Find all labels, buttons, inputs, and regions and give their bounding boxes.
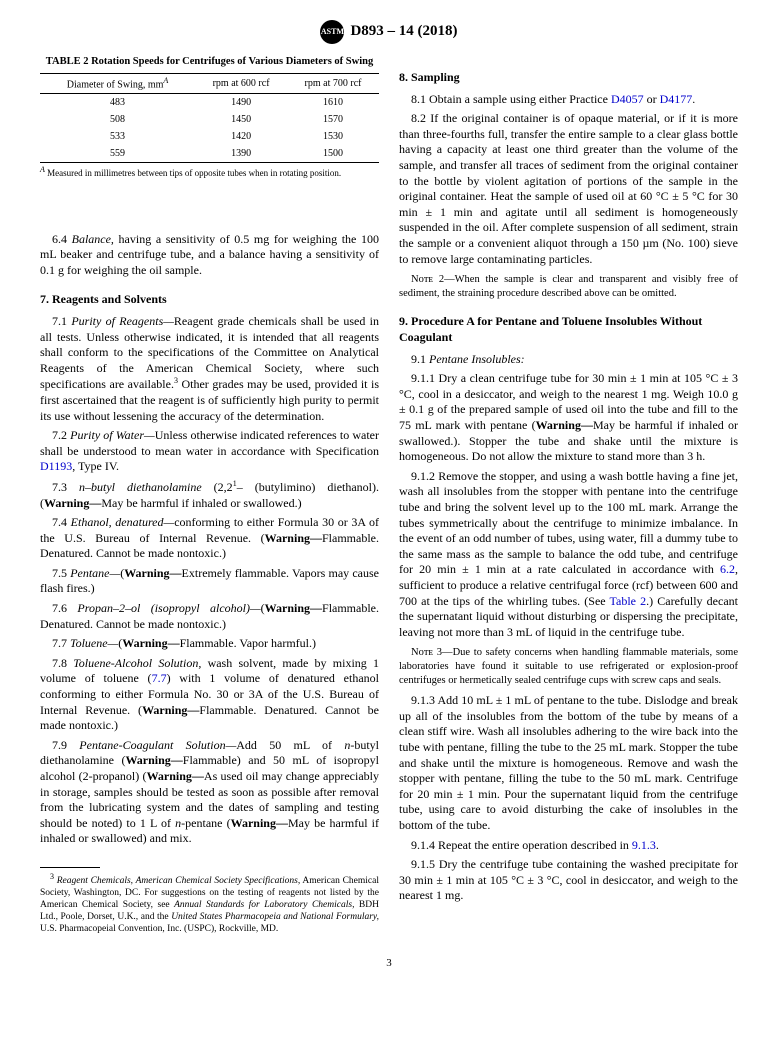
- link-6-2[interactable]: 6.2: [720, 562, 735, 576]
- heading-8: 8. Sampling: [399, 70, 738, 86]
- para-9-1-5: 9.1.5 Dry the centrifuge tube containing…: [399, 857, 738, 904]
- link-d4057[interactable]: D4057: [611, 92, 644, 106]
- designation-title: ASTM D893 – 14 (2018): [320, 20, 457, 44]
- link-7-7[interactable]: 7.7: [152, 671, 167, 685]
- table-row: 48314901610: [40, 93, 379, 111]
- para-8-1: 8.1 Obtain a sample using either Practic…: [399, 92, 738, 108]
- para-9-1-2: 9.1.2 Remove the stopper, and using a wa…: [399, 469, 738, 641]
- para-7-6: 7.6 Propan–2–ol (isopropyl alcohol)—(War…: [40, 601, 379, 632]
- link-d1193[interactable]: D1193: [40, 459, 72, 473]
- table-header: rpm at 700 rcf: [287, 73, 379, 93]
- note-2: Nᴏᴛᴇ 2—When the sample is clear and tran…: [399, 273, 738, 300]
- para-7-7: 7.7 Toluene—(Warning—Flammable. Vapor ha…: [40, 636, 379, 652]
- table-header: Diameter of Swing, mmA: [40, 73, 195, 93]
- two-column-layout: TABLE 2 Rotation Speeds for Centrifuges …: [40, 56, 738, 936]
- page-header: ASTM D893 – 14 (2018): [40, 20, 738, 44]
- para-9-1-1: 9.1.1 Dry a clean centrifuge tube for 30…: [399, 371, 738, 465]
- table-row: 55913901500: [40, 145, 379, 163]
- para-7-3: 7.3 n–butyl diethanolamine (2,21– (butyl…: [40, 479, 379, 511]
- table-header: rpm at 600 rcf: [195, 73, 287, 93]
- para-8-2: 8.2 If the original container is of opaq…: [399, 111, 738, 267]
- para-9-1-4: 9.1.4 Repeat the entire operation descri…: [399, 838, 738, 854]
- para-9-1: 9.1 Pentane Insolubles:: [399, 352, 738, 368]
- page-number: 3: [40, 956, 738, 970]
- link-table-2[interactable]: Table 2: [610, 594, 647, 608]
- footnote-3: 3 Reagent Chemicals, American Chemical S…: [40, 872, 379, 936]
- table-row: 53314201530: [40, 128, 379, 145]
- para-7-9: 7.9 Pentane-Coagulant Solution—Add 50 mL…: [40, 738, 379, 847]
- para-7-8: 7.8 Toluene-Alcohol Solution, wash solve…: [40, 656, 379, 734]
- para-9-1-3: 9.1.3 Add 10 mL ± 1 mL of pentane to the…: [399, 693, 738, 833]
- heading-7: 7. Reagents and Solvents: [40, 292, 379, 308]
- link-9-1-3[interactable]: 9.1.3: [632, 838, 656, 852]
- heading-9: 9. Procedure A for Pentane and Toluene I…: [399, 314, 738, 345]
- para-6-4: 6.4 Balance, having a sensitivity of 0.5…: [40, 232, 379, 279]
- table-2: TABLE 2 Rotation Speeds for Centrifuges …: [40, 56, 379, 180]
- table-title: TABLE 2 Rotation Speeds for Centrifuges …: [40, 56, 379, 69]
- left-column: TABLE 2 Rotation Speeds for Centrifuges …: [40, 56, 379, 936]
- footnote-separator: [40, 867, 100, 868]
- right-column: 8. Sampling 8.1 Obtain a sample using ei…: [399, 56, 738, 936]
- link-d4177[interactable]: D4177: [660, 92, 693, 106]
- para-7-1: 7.1 Purity of Reagents—Reagent grade che…: [40, 314, 379, 424]
- para-7-2: 7.2 Purity of Water—Unless otherwise ind…: [40, 428, 379, 475]
- rotation-speeds-table: Diameter of Swing, mmA rpm at 600 rcf rp…: [40, 73, 379, 163]
- table-footnote: A Measured in millimetres between tips o…: [40, 165, 379, 180]
- para-7-4: 7.4 Ethanol, denatured—conforming to eit…: [40, 515, 379, 562]
- astm-logo: ASTM: [320, 20, 344, 44]
- table-row: 50814501570: [40, 111, 379, 128]
- note-3: Nᴏᴛᴇ 3—Due to safety concerns when handl…: [399, 646, 738, 687]
- designation-text: D893 – 14 (2018): [350, 22, 457, 42]
- para-7-5: 7.5 Pentane—(Warning—Extremely flammable…: [40, 566, 379, 597]
